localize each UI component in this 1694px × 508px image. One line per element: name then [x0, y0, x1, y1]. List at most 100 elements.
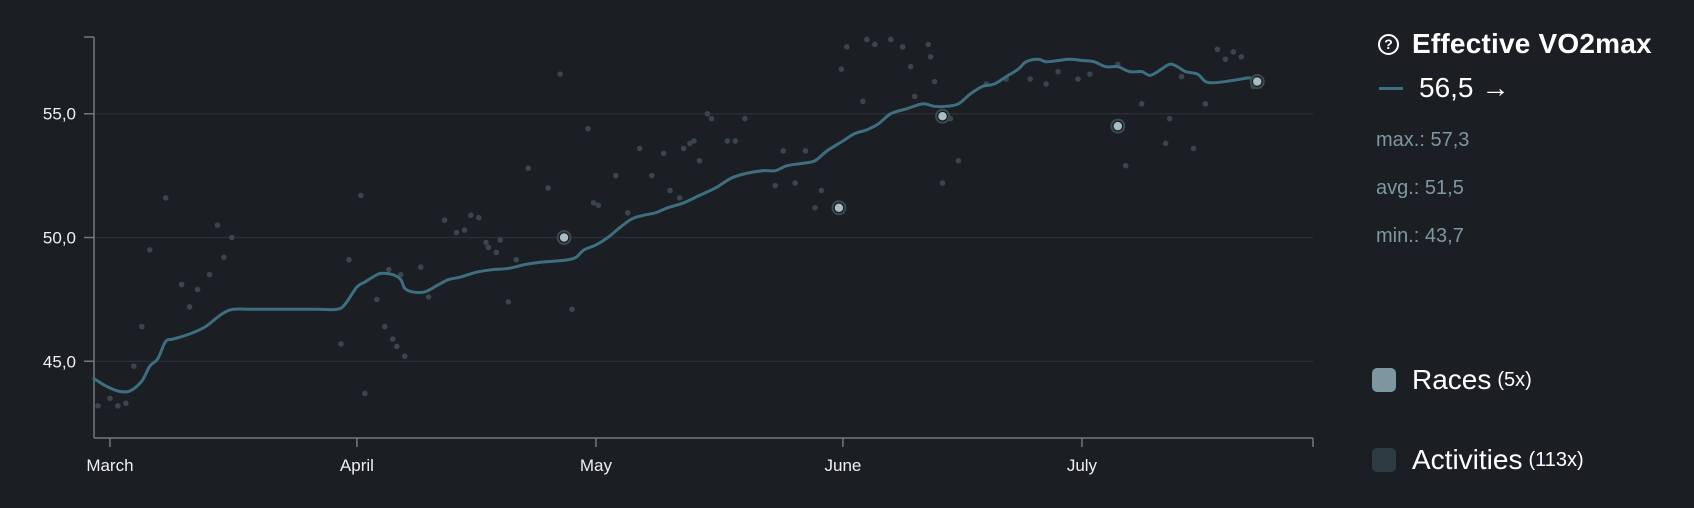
- activity-point: [1027, 76, 1033, 82]
- activity-point: [1202, 101, 1209, 107]
- activity-point: [1122, 162, 1129, 169]
- activity-point: [1087, 71, 1093, 77]
- activity-point: [708, 115, 715, 122]
- activity-point: [1162, 140, 1169, 147]
- activity-point: [1055, 68, 1061, 75]
- activity-point: [557, 71, 563, 77]
- activity-point: [696, 157, 703, 164]
- activity-point: [818, 187, 825, 194]
- series-line-marker: [1379, 86, 1403, 90]
- activity-point: [1222, 56, 1229, 63]
- y-axis-ticks: 45,0 50,0 55,0: [43, 36, 94, 371]
- activity-point: [1043, 81, 1049, 87]
- activity-point: [691, 138, 697, 144]
- race-point: [834, 203, 844, 212]
- x-tick-label: June: [824, 456, 861, 475]
- race-point: [1113, 121, 1123, 131]
- vo2max-chart: 45,0 50,0 55,0 March April May June July: [43, 36, 1314, 475]
- legend-count: (113x): [1528, 448, 1584, 471]
- activity-point: [425, 294, 432, 300]
- activity-point: [864, 36, 870, 43]
- activity-point: [131, 363, 137, 370]
- activity-point: [186, 304, 193, 310]
- help-icon[interactable]: ?: [1378, 33, 1399, 55]
- activity-point: [139, 323, 145, 330]
- activity-point: [844, 44, 850, 50]
- stat-avg: avg.: 51,5: [1376, 177, 1464, 199]
- activity-point: [397, 271, 404, 278]
- legend-label: Activities: [1412, 444, 1523, 475]
- x-tick-label: April: [340, 456, 374, 475]
- legend-item-races[interactable]: Races (5x): [1372, 340, 1584, 420]
- race-point: [938, 112, 947, 121]
- activity-point: [648, 172, 655, 179]
- activity-point: [162, 195, 169, 201]
- legend-item-activities[interactable]: Activities (113x): [1372, 420, 1584, 500]
- activity-point: [860, 98, 866, 105]
- stat-min: min.: 43,7: [1376, 225, 1464, 247]
- activity-point: [732, 138, 739, 144]
- race-point: [559, 233, 569, 242]
- activity-point: [115, 403, 121, 409]
- activity-point: [374, 296, 380, 303]
- grid-lines: [94, 113, 1313, 362]
- trend-arrow-icon: →: [1481, 72, 1510, 103]
- activity-point: [362, 390, 368, 397]
- activity-point: [911, 93, 918, 100]
- activity-point: [338, 341, 344, 347]
- activity-point: [382, 323, 388, 330]
- activity-point: [590, 200, 597, 206]
- activity-point: [146, 247, 153, 253]
- activity-point: [636, 145, 643, 152]
- activity-point: [389, 336, 396, 342]
- activity-point: [1238, 54, 1245, 60]
- activity-point: [107, 395, 113, 402]
- metric-panel: ? Effective VO2max 56,5 → max.: 57,3 avg…: [1376, 24, 1686, 260]
- metric-title: Effective VO2max: [1412, 28, 1652, 59]
- activity-point: [792, 180, 798, 186]
- activity-point: [476, 214, 482, 221]
- activity-point: [676, 195, 683, 201]
- activity-point: [887, 36, 894, 43]
- activity-point: [1178, 73, 1185, 80]
- activity-point: [545, 185, 551, 191]
- activity-point: [1190, 145, 1197, 152]
- activity-point: [513, 256, 520, 263]
- activity-point: [178, 281, 185, 288]
- activity-point: [585, 125, 591, 132]
- activity-point: [358, 192, 364, 199]
- legend-count: (5x): [1497, 368, 1532, 391]
- x-tick-label: March: [86, 456, 133, 475]
- activity-point: [660, 150, 667, 157]
- legend: Races (5x) Activities (113x): [1372, 340, 1584, 500]
- activity-point: [483, 239, 489, 246]
- activity-point: [812, 204, 818, 211]
- activity-point: [625, 209, 631, 216]
- activity-point: [1138, 101, 1145, 107]
- stats-list: max.: 57,3 avg.: 51,5 min.: 43,7: [1376, 116, 1686, 260]
- activity-point: [1075, 76, 1081, 82]
- activity-point: [123, 400, 129, 407]
- y-tick-label: 50,0: [43, 229, 76, 248]
- activity-point: [229, 234, 235, 241]
- activity-point: [704, 110, 711, 117]
- metric-title-row: ? Effective VO2max: [1376, 24, 1686, 64]
- activity-point: [493, 249, 500, 256]
- activity-point: [214, 222, 221, 228]
- activity-point: [206, 271, 213, 278]
- activity-point: [931, 78, 938, 85]
- x-axis-ticks: March April May June July: [86, 438, 1314, 475]
- races-swatch: [1372, 368, 1396, 392]
- activity-point: [569, 306, 575, 313]
- activity-point: [838, 66, 845, 72]
- stat-max: max.: 57,3: [1376, 129, 1470, 151]
- activity-point: [393, 343, 400, 350]
- activity-point: [939, 180, 946, 186]
- activity-point: [772, 182, 779, 189]
- x-tick-label: July: [1067, 456, 1098, 475]
- race-point: [1253, 77, 1262, 86]
- activity-point: [385, 266, 392, 273]
- activity-point: [346, 256, 352, 263]
- activity-point: [613, 172, 619, 179]
- activity-point: [453, 229, 460, 236]
